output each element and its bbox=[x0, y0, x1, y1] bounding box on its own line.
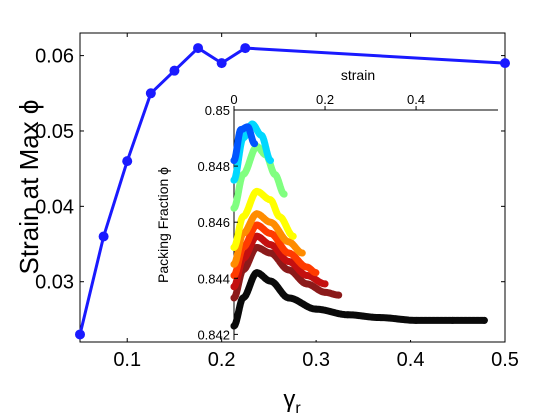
inset-data-point bbox=[239, 171, 247, 179]
inset-y-tick-label: 0.85 bbox=[205, 103, 230, 118]
main-y-axis-title: Strain at Max ϕ bbox=[14, 100, 44, 275]
inset-y-tick-label: 0.844 bbox=[197, 271, 230, 286]
inset-data-point bbox=[266, 196, 274, 204]
main-x-tick-label: 0.1 bbox=[113, 349, 141, 371]
inset-x-axis-title: strain bbox=[341, 67, 375, 83]
inset-y-tick-label: 0.846 bbox=[197, 215, 230, 230]
main-x-axis-title-symbol: γ bbox=[283, 386, 295, 413]
inset-data-point bbox=[230, 156, 238, 164]
main-x-axis-title: γr bbox=[283, 386, 301, 417]
inset-data-point bbox=[266, 241, 274, 249]
inset-data-point bbox=[312, 269, 320, 277]
main-data-point bbox=[122, 156, 133, 167]
main-x-tick-label: 0.4 bbox=[397, 349, 425, 371]
inset-series-layer bbox=[230, 120, 488, 330]
main-x-tick-label: 0.3 bbox=[302, 349, 330, 371]
inset-data-point bbox=[253, 210, 261, 218]
main-x-tick-label: 0.2 bbox=[208, 349, 236, 371]
inset-data-point bbox=[298, 249, 306, 257]
main-y-tick-label: 0.03 bbox=[35, 272, 74, 294]
inset-x-tick-label: 0 bbox=[230, 92, 237, 107]
main-y-tick-label: 0.04 bbox=[35, 196, 74, 218]
inset-data-point bbox=[230, 243, 238, 251]
inset-series-curve bbox=[230, 123, 258, 164]
inset-data-point bbox=[239, 213, 247, 221]
inset-data-point bbox=[321, 280, 329, 288]
inset-x-tick-label: 0.2 bbox=[316, 92, 334, 107]
main-series-layer bbox=[75, 43, 510, 340]
inset-y-axis-title: Packing Fraction ϕ bbox=[155, 167, 171, 283]
inset-data-point bbox=[285, 257, 293, 265]
inset-data-point bbox=[344, 311, 352, 319]
main-data-point bbox=[75, 329, 85, 340]
inset-data-point bbox=[266, 277, 274, 285]
inset-data-point bbox=[266, 156, 274, 164]
inset-data-point bbox=[253, 232, 261, 240]
main-data-point bbox=[145, 88, 156, 99]
inset-data-point bbox=[253, 243, 261, 251]
main-data-point bbox=[169, 65, 180, 76]
main-x-tick-label: 0.5 bbox=[491, 349, 519, 371]
inset-data-point bbox=[376, 314, 384, 322]
main-data-point bbox=[240, 43, 251, 54]
inset-data-point bbox=[285, 249, 293, 257]
main-chart: 0.1 0.2 0.3 0.4 0.5 0.03 0.04 0.05 0.06 Strain … bbox=[14, 32, 519, 417]
inset-data-point bbox=[312, 305, 320, 313]
inset-data-point bbox=[253, 187, 261, 195]
inset-data-point bbox=[257, 131, 265, 139]
inset-data-point bbox=[230, 176, 238, 184]
inset-y-tick-label: 0.848 bbox=[197, 159, 230, 174]
main-data-point bbox=[500, 58, 510, 69]
inset-data-point bbox=[289, 232, 297, 240]
inset-data-point bbox=[253, 221, 261, 229]
inset-data-point bbox=[303, 263, 311, 271]
inset-data-point bbox=[480, 316, 488, 324]
inset-data-point bbox=[230, 260, 238, 268]
inset-data-point bbox=[285, 294, 293, 302]
inset-data-point bbox=[230, 283, 238, 291]
inset-data-point bbox=[321, 288, 329, 296]
main-data-point bbox=[216, 58, 227, 69]
inset-data-point bbox=[253, 269, 261, 277]
inset-data-point bbox=[237, 126, 245, 134]
inset-data-point bbox=[250, 140, 258, 148]
inset-data-point bbox=[448, 316, 456, 324]
inset-data-point bbox=[276, 213, 284, 221]
inset-data-point bbox=[266, 229, 274, 237]
inset-data-point bbox=[230, 322, 238, 330]
inset-y-axis: 0.842 0.844 0.846 0.848 0.85 bbox=[197, 103, 238, 342]
main-y-tick-label: 0.06 bbox=[35, 46, 74, 68]
main-y-tick-label: 0.05 bbox=[35, 121, 74, 143]
inset-data-point bbox=[412, 316, 420, 324]
inset-data-point bbox=[239, 294, 247, 302]
main-y-axis-title-text: Strain at Max ϕ bbox=[14, 100, 44, 275]
inset-data-point bbox=[285, 238, 293, 246]
inset-data-point bbox=[230, 204, 238, 212]
inset-data-point bbox=[266, 218, 274, 226]
inset-data-point bbox=[230, 271, 238, 279]
inset-data-point bbox=[335, 291, 343, 299]
inset-data-point bbox=[266, 249, 274, 257]
inset-data-point bbox=[303, 280, 311, 288]
main-data-point bbox=[193, 43, 204, 54]
inset-x-axis: 0 0.2 0.4 bbox=[230, 92, 425, 110]
inset-data-point bbox=[230, 294, 238, 302]
inset-x-tick-label: 0.4 bbox=[407, 92, 425, 107]
inset-data-point bbox=[303, 271, 311, 279]
inset-data-point bbox=[285, 266, 293, 274]
inset-data-point bbox=[280, 190, 288, 198]
inset-data-point bbox=[244, 123, 252, 131]
main-y-axis: 0.03 0.04 0.05 0.06 bbox=[35, 46, 505, 294]
main-x-axis-title-subscript: r bbox=[295, 400, 301, 417]
main-plot-frame bbox=[79, 32, 506, 343]
main-data-point bbox=[98, 231, 109, 242]
inset-y-tick-label: 0.842 bbox=[197, 327, 230, 342]
inset-data-point bbox=[271, 171, 279, 179]
